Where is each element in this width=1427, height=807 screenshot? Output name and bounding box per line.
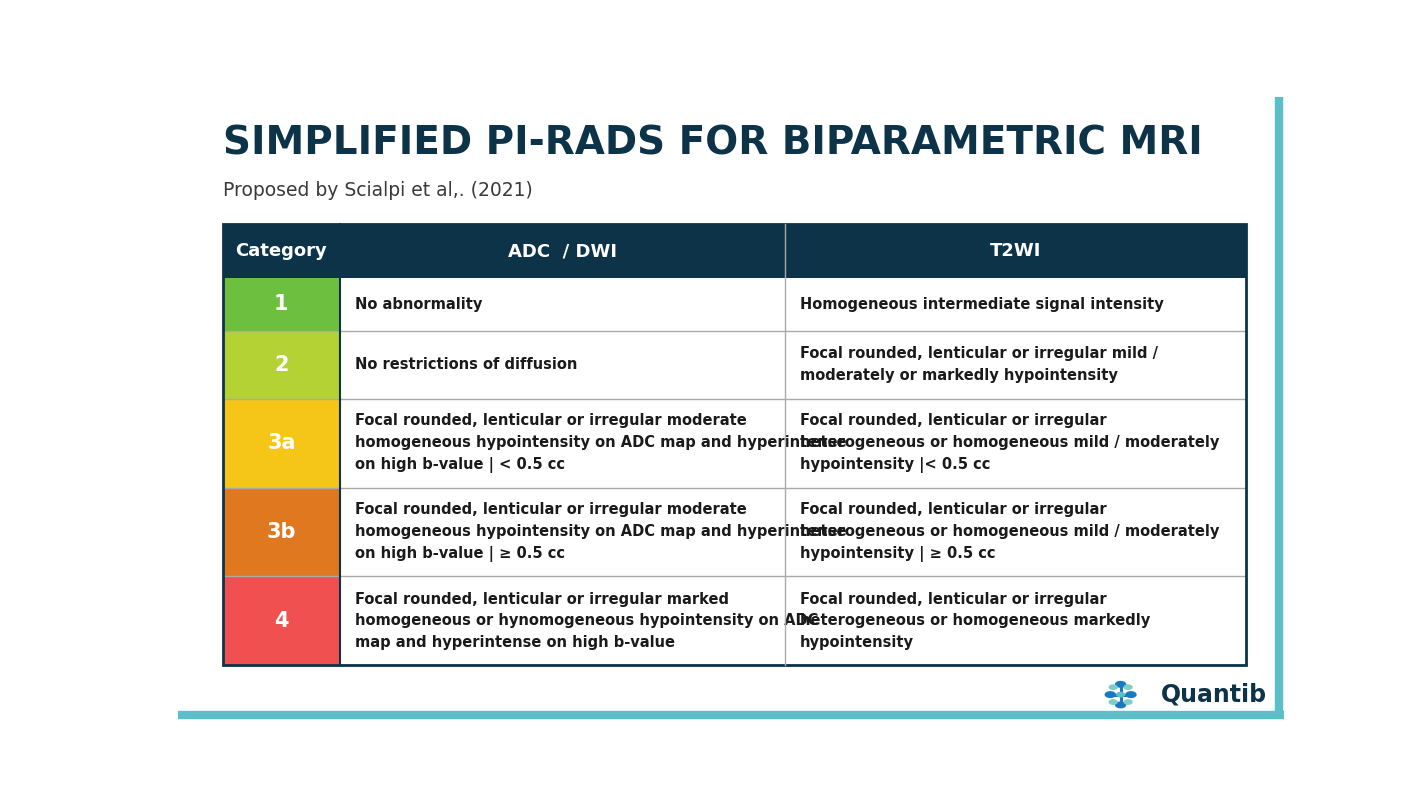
- Bar: [785, 487, 1246, 576]
- Circle shape: [1124, 700, 1132, 705]
- Text: Focal rounded, lenticular or irregular marked
homogeneous or hynomogeneous hypoi: Focal rounded, lenticular or irregular m…: [355, 592, 818, 650]
- Bar: [340, 278, 785, 331]
- Circle shape: [1109, 685, 1117, 689]
- Text: 1: 1: [274, 295, 288, 315]
- Bar: [785, 278, 1246, 331]
- Text: Focal rounded, lenticular or irregular
heterogeneous or homogeneous markedly
hyp: Focal rounded, lenticular or irregular h…: [799, 592, 1150, 650]
- Bar: [340, 576, 785, 666]
- Text: Focal rounded, lenticular or irregular moderate
homogeneous hypointensity on ADC: Focal rounded, lenticular or irregular m…: [355, 503, 846, 562]
- Bar: [223, 224, 1246, 666]
- Text: T2WI: T2WI: [990, 242, 1042, 260]
- Bar: [223, 278, 340, 331]
- Bar: [223, 487, 340, 576]
- Text: Category: Category: [235, 242, 327, 260]
- Bar: [340, 487, 785, 576]
- Text: Proposed by Scialpi et al,. (2021): Proposed by Scialpi et al,. (2021): [223, 181, 532, 199]
- Text: Quantib: Quantib: [1160, 683, 1267, 707]
- Text: Homogeneous intermediate signal intensity: Homogeneous intermediate signal intensit…: [799, 297, 1163, 312]
- Circle shape: [1124, 685, 1132, 689]
- Bar: [785, 331, 1246, 399]
- Text: 4: 4: [274, 611, 288, 631]
- Circle shape: [1116, 682, 1126, 687]
- Text: No restrictions of diffusion: No restrictions of diffusion: [355, 358, 577, 372]
- Bar: [223, 576, 340, 666]
- Circle shape: [1126, 692, 1136, 697]
- Text: 3a: 3a: [267, 433, 295, 453]
- Text: No abnormality: No abnormality: [355, 297, 482, 312]
- Bar: [785, 576, 1246, 666]
- Bar: [223, 224, 1246, 278]
- Text: Focal rounded, lenticular or irregular
heterogeneous or homogeneous mild / moder: Focal rounded, lenticular or irregular h…: [799, 503, 1219, 562]
- Circle shape: [1109, 700, 1117, 705]
- Circle shape: [1106, 692, 1116, 697]
- Bar: [223, 331, 340, 399]
- Circle shape: [1116, 702, 1126, 708]
- Text: SIMPLIFIED PI-RADS FOR BIPARAMETRIC MRI: SIMPLIFIED PI-RADS FOR BIPARAMETRIC MRI: [223, 125, 1203, 163]
- Text: 3b: 3b: [267, 522, 297, 542]
- Bar: [223, 399, 340, 487]
- Text: Focal rounded, lenticular or irregular
heterogeneous or homogeneous mild / moder: Focal rounded, lenticular or irregular h…: [799, 413, 1219, 473]
- Bar: [340, 331, 785, 399]
- Bar: [340, 399, 785, 487]
- Text: Focal rounded, lenticular or irregular mild /
moderately or markedly hypointensi: Focal rounded, lenticular or irregular m…: [799, 346, 1157, 383]
- Circle shape: [1117, 692, 1124, 696]
- Text: 2: 2: [274, 354, 288, 374]
- Text: ADC  / DWI: ADC / DWI: [508, 242, 618, 260]
- Text: Focal rounded, lenticular or irregular moderate
homogeneous hypointensity on ADC: Focal rounded, lenticular or irregular m…: [355, 413, 846, 473]
- Bar: [785, 399, 1246, 487]
